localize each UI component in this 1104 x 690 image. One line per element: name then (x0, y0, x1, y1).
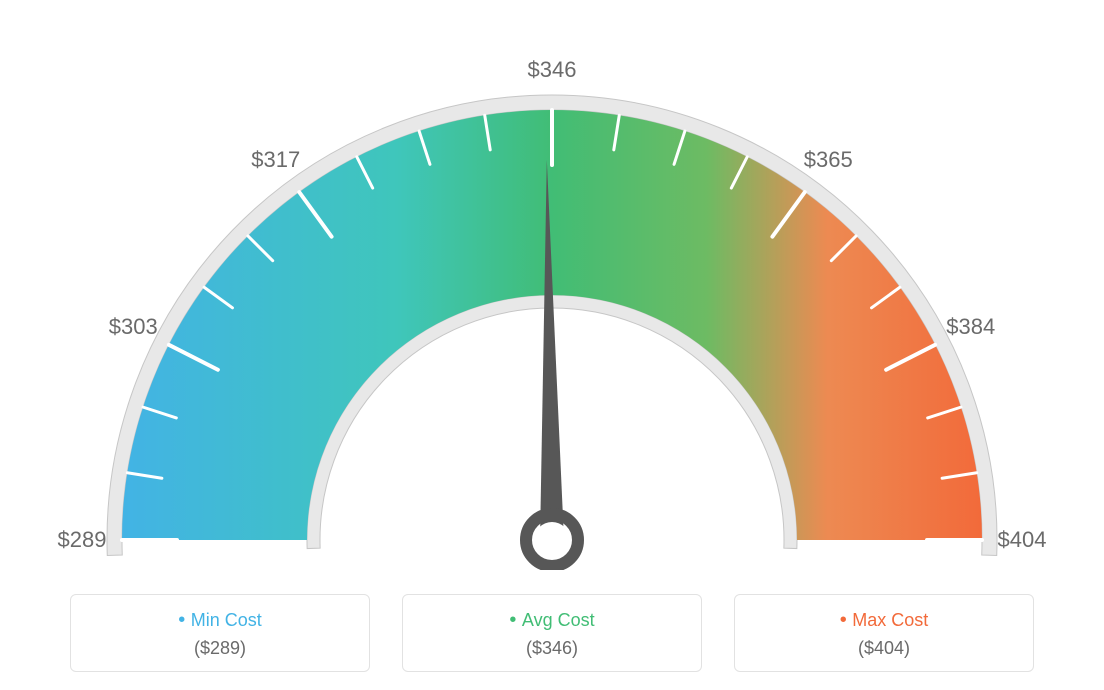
legend-value-max: ($404) (735, 638, 1033, 659)
legend-title-min: Min Cost (71, 609, 369, 632)
gauge-scale-label: $317 (251, 147, 300, 173)
gauge-area: $289 $303 $317 $346 $365 $384 $404 (0, 0, 1104, 570)
legend-title-max: Max Cost (735, 609, 1033, 632)
gauge-svg (0, 0, 1104, 570)
legend-value-avg: ($346) (403, 638, 701, 659)
gauge-scale-label: $404 (998, 527, 1047, 553)
gauge-needle-hub-hole (534, 522, 570, 558)
gauge-scale-label: $365 (804, 147, 853, 173)
legend-card-avg: Avg Cost ($346) (402, 594, 702, 672)
legend-value-min: ($289) (71, 638, 369, 659)
legend-row: Min Cost ($289) Avg Cost ($346) Max Cost… (0, 594, 1104, 672)
legend-card-max: Max Cost ($404) (734, 594, 1034, 672)
gauge-scale-label: $384 (946, 314, 995, 340)
gauge-scale-label: $346 (528, 57, 577, 83)
gauge-scale-label: $289 (58, 527, 107, 553)
legend-title-avg: Avg Cost (403, 609, 701, 632)
gauge-scale-label: $303 (109, 314, 158, 340)
legend-card-min: Min Cost ($289) (70, 594, 370, 672)
gauge-chart-container: $289 $303 $317 $346 $365 $384 $404 Min Cost ($… (0, 0, 1104, 690)
